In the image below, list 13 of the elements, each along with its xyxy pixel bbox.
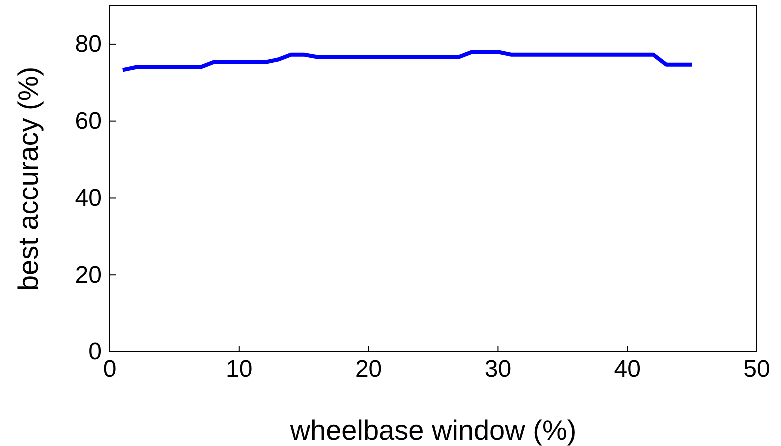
x-tick-label: 50	[744, 356, 770, 384]
x-axis-title: wheelbase window (%)	[289, 415, 577, 446]
x-tick-label: 20	[355, 356, 382, 384]
y-tick-label: 40	[75, 184, 102, 212]
y-tick-label: 0	[88, 338, 102, 366]
y-axis-title: best accuracy (%)	[13, 66, 44, 292]
y-tick-label: 20	[75, 262, 102, 289]
x-tick-label: 30	[484, 356, 512, 384]
x-tick-label: 10	[226, 356, 253, 384]
line-series	[120, 50, 694, 72]
y-tick-label: 60	[75, 108, 102, 136]
y-tick-label: 80	[75, 31, 102, 58]
x-tick-label: 40	[614, 356, 641, 384]
